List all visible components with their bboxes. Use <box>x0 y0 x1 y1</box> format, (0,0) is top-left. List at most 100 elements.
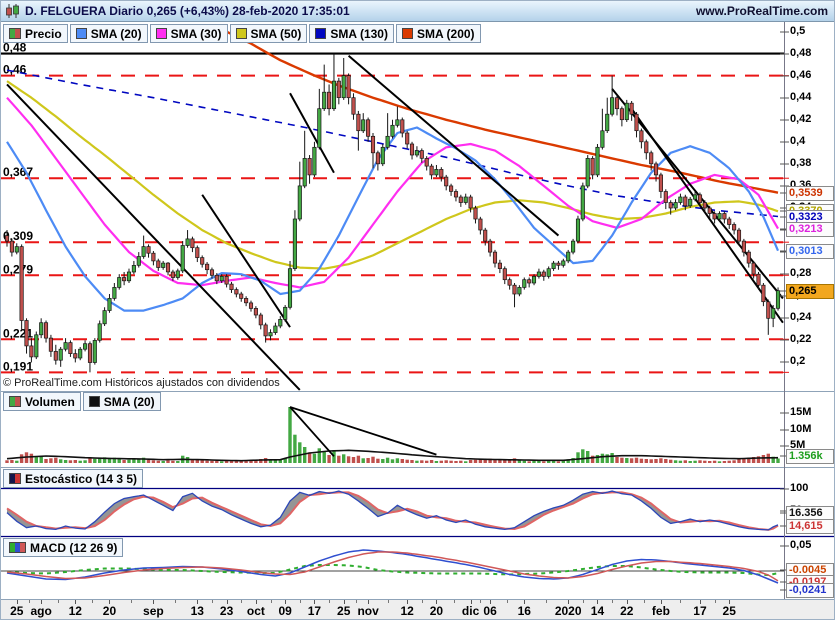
candle-body <box>449 185 454 192</box>
candle-body <box>488 240 493 253</box>
candle-body <box>771 308 776 319</box>
candle-body <box>327 91 332 110</box>
date-tick <box>16 600 18 604</box>
candle-body <box>126 271 132 282</box>
volume-bar <box>224 461 229 463</box>
legend-item-precio[interactable]: Precio <box>3 24 68 43</box>
candle-body <box>673 202 678 209</box>
legend-item-label: MACD (12 26 9) <box>30 540 118 555</box>
candle-body <box>205 263 210 271</box>
price-value-box: 14,615 <box>786 518 834 534</box>
date-tick <box>314 600 316 604</box>
legend-item-sma-20-[interactable]: SMA (20) <box>69 24 148 43</box>
legend-item-sma-20-[interactable]: SMA (20) <box>82 392 161 411</box>
volume-bar <box>717 461 722 463</box>
axis-tick-label: 100 <box>790 482 809 494</box>
candle-body <box>48 337 53 352</box>
legend-swatch-icon <box>9 542 26 553</box>
candle-body <box>136 256 141 266</box>
volume-bar <box>454 461 458 463</box>
candle-body <box>688 198 693 207</box>
candle-body <box>536 271 541 277</box>
date-label: 2020 <box>554 604 582 618</box>
axis-tick-label: 0,4 <box>790 135 806 147</box>
legend-item-volumen[interactable]: Volumen <box>3 392 81 411</box>
volume-bar <box>229 460 234 463</box>
legend-item-sma-50-[interactable]: SMA (50) <box>229 24 308 43</box>
candle-body <box>575 218 581 242</box>
candle-body <box>517 287 522 295</box>
candle-body <box>614 97 620 110</box>
date-label: 25 <box>10 604 24 618</box>
date-label: 23 <box>219 604 234 618</box>
volume-bar <box>141 457 146 463</box>
candlestick-icon <box>5 4 21 18</box>
candle-body <box>444 176 449 187</box>
volume-bar <box>117 458 121 463</box>
macd-signal-line <box>6 551 779 582</box>
candle-body <box>580 185 585 220</box>
volume-bar <box>761 455 766 463</box>
candle-body <box>29 345 34 358</box>
candle-body <box>712 213 717 220</box>
candle-body <box>356 113 361 132</box>
volume-bar <box>673 460 678 463</box>
volume-bar <box>649 459 653 463</box>
legend-item-estoc-stico-14-3-5-[interactable]: Estocástico (14 3 5) <box>3 469 144 488</box>
volume-bar <box>600 453 605 463</box>
prorealtime-website-label[interactable]: www.ProRealTime.com <box>695 4 828 18</box>
candle-body <box>629 102 634 115</box>
volume-bar <box>444 460 448 463</box>
legend-item-label: SMA (50) <box>250 26 302 41</box>
legend-swatch-icon <box>401 28 413 39</box>
volume-bar <box>464 461 468 463</box>
chart-title: D. FELGUERA Diario 0,265 (+6,43%) 28-feb… <box>25 4 350 18</box>
candle-body <box>400 119 405 134</box>
volume-bar <box>732 460 736 463</box>
candle-body <box>380 146 385 165</box>
date-minor-tick <box>58 600 60 603</box>
candle-body <box>683 196 688 207</box>
date-minor-tick <box>714 600 716 603</box>
axis-tick-label: 0,22 <box>790 333 812 345</box>
legend-item-sma-200-[interactable]: SMA (200) <box>395 24 481 43</box>
candle-body <box>361 119 366 132</box>
candle-body <box>649 152 654 165</box>
date-tick <box>597 600 599 604</box>
price-level-label: 0,367 <box>3 165 33 179</box>
date-label: 16 <box>517 604 531 618</box>
candle-body <box>663 191 668 203</box>
volume-bar <box>288 407 292 463</box>
date-label: 17 <box>307 604 322 618</box>
candle-body <box>385 135 390 148</box>
candle-body <box>775 290 781 309</box>
legend-item-sma-130-[interactable]: SMA (130) <box>309 24 394 43</box>
volume-bar <box>385 457 390 463</box>
candle-body <box>234 289 239 295</box>
volume-bar <box>542 461 546 463</box>
volume-bar <box>371 456 375 463</box>
candle-body <box>107 298 112 311</box>
candle-body <box>571 240 576 253</box>
candle-body <box>156 260 161 268</box>
volume-bar <box>146 460 151 463</box>
axis-tick-label: 0,42 <box>790 113 812 125</box>
candle-body <box>693 194 698 200</box>
volume-bar <box>737 459 741 463</box>
date-label: 20 <box>429 604 444 618</box>
candle-body <box>668 202 673 209</box>
legend-item-macd-12-26-9-[interactable]: MACD (12 26 9) <box>3 538 124 557</box>
legend-item-label: SMA (30) <box>170 26 222 41</box>
axis-tick-label: 0,48 <box>790 47 812 59</box>
volume-bar <box>644 459 648 463</box>
axis-tick-label: 10M <box>790 423 812 435</box>
volume-bar <box>220 461 224 463</box>
candle-body <box>219 276 224 282</box>
price-level-label: 0,279 <box>3 262 33 276</box>
volume-bar <box>683 460 687 463</box>
volume-bar <box>19 454 24 463</box>
date-minor-tick <box>480 600 482 603</box>
legend-item-sma-30-[interactable]: SMA (30) <box>149 24 228 43</box>
stochastic-layer <box>1 487 784 531</box>
